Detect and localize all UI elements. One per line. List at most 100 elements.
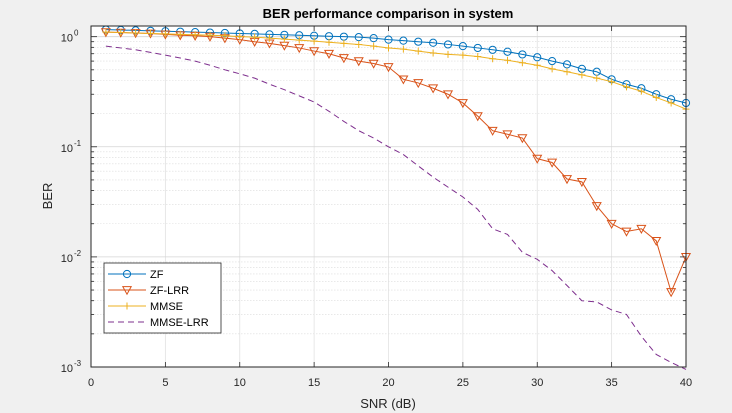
data-point-zf xyxy=(533,53,542,62)
data-point-mmse xyxy=(548,65,556,73)
series-line-mmse xyxy=(105,31,687,110)
data-point-mmse xyxy=(117,29,125,37)
data-point-mmse xyxy=(161,30,169,38)
data-point-zf-lrr xyxy=(309,47,320,57)
legend-label-zf-lrr: ZF-LRR xyxy=(150,285,189,297)
data-point-mmse xyxy=(280,35,288,43)
x-tick-label: 20 xyxy=(382,377,394,389)
data-point-mmse xyxy=(266,34,273,42)
data-point-zf-lrr xyxy=(383,63,394,73)
data-point-mmse xyxy=(608,78,616,86)
legend-entry-mmse-lrr: MMSE-LRR xyxy=(108,317,209,329)
x-tick-labels: 0 5 10 15 20 25 30 35 40 xyxy=(88,377,692,389)
data-point-mmse xyxy=(474,53,482,61)
data-point-mmse xyxy=(578,71,586,79)
y-tick-exponent: 0 xyxy=(74,29,79,38)
data-point-mmse xyxy=(355,40,363,48)
data-point-zf-lrr xyxy=(591,202,602,212)
x-axis-label: SNR (dB) xyxy=(360,396,416,411)
legend-marker-zf-lrr xyxy=(121,286,133,296)
data-point-mmse xyxy=(652,94,660,102)
series-zf-lrr xyxy=(100,28,692,298)
y-tick-base: 10 xyxy=(61,143,73,155)
legend-entries: ZF ZF-LRR MMSE MMSE-LRR xyxy=(108,269,209,329)
y-tick-exponent: -3 xyxy=(74,359,82,368)
data-point-mmse xyxy=(533,61,541,69)
y-tick-exponent: -1 xyxy=(74,139,82,148)
data-point-mmse xyxy=(504,56,511,64)
data-point-zf xyxy=(488,45,497,54)
data-point-mmse xyxy=(518,59,526,67)
data-point-zf-lrr xyxy=(457,99,468,109)
legend: ZF ZF-LRR MMSE MMSE-LRR xyxy=(103,262,222,334)
data-point-zf xyxy=(503,47,512,56)
data-point-zf-lrr xyxy=(666,288,677,298)
data-point-zf xyxy=(443,40,453,49)
data-point-zf-lrr xyxy=(487,126,498,136)
legend-label-zf: ZF xyxy=(150,269,164,281)
data-point-zf xyxy=(548,56,557,66)
data-point-mmse xyxy=(295,36,303,44)
data-point-zf-lrr xyxy=(651,236,662,247)
y-tick-label: 10 0 xyxy=(61,29,79,45)
data-point-mmse xyxy=(370,42,378,50)
data-point-zf-lrr xyxy=(636,224,647,235)
data-point-mmse xyxy=(429,49,437,57)
data-point-zf xyxy=(384,35,393,44)
data-point-mmse xyxy=(593,74,601,82)
series-line-zf xyxy=(105,29,687,104)
x-tick-label: 10 xyxy=(234,377,246,389)
data-point-mmse xyxy=(132,29,140,37)
data-point-mmse xyxy=(191,31,199,39)
legend-label-mmse-lrr: MMSE-LRR xyxy=(150,317,209,329)
data-point-zf-lrr xyxy=(428,84,439,94)
data-point-zf-lrr xyxy=(621,227,632,237)
data-point-zf xyxy=(399,36,408,45)
y-tick-base: 10 xyxy=(61,363,73,375)
series-line-mmse-lrr xyxy=(105,45,687,370)
data-point-mmse xyxy=(459,51,467,59)
data-point-zf-lrr xyxy=(472,112,483,122)
ticks-group xyxy=(90,26,687,368)
x-tick-label: 0 xyxy=(88,377,94,389)
y-tick-label: 10 -3 xyxy=(61,359,82,375)
data-point-zf xyxy=(429,38,438,47)
x-tick-label: 35 xyxy=(606,377,618,389)
data-point-mmse xyxy=(563,68,571,76)
data-point-mmse xyxy=(147,29,154,37)
chart-title: BER performance comparison in system xyxy=(263,6,514,21)
x-tick-label: 5 xyxy=(162,377,168,389)
series-mmse-lrr xyxy=(105,45,687,370)
y-tick-exponent: -2 xyxy=(74,249,82,258)
data-point-mmse xyxy=(102,28,110,36)
data-point-zf-lrr xyxy=(413,79,424,89)
data-point-zf xyxy=(562,60,572,69)
data-point-mmse xyxy=(206,31,214,39)
y-axis-label: BER xyxy=(40,183,55,210)
data-point-mmse xyxy=(414,47,422,55)
y-tick-label: 10 -2 xyxy=(61,249,82,265)
data-point-mmse xyxy=(325,38,333,46)
data-point-mmse xyxy=(399,45,407,53)
x-tick-label: 30 xyxy=(531,377,543,389)
data-point-mmse xyxy=(637,87,645,95)
x-tick-label: 40 xyxy=(680,377,692,389)
data-point-mmse xyxy=(310,37,318,45)
data-point-mmse xyxy=(667,99,675,107)
legend-label-mmse: MMSE xyxy=(150,301,183,313)
data-point-zf-lrr xyxy=(576,178,587,188)
data-point-mmse xyxy=(489,55,497,63)
data-point-zf xyxy=(354,33,363,42)
data-point-zf-lrr xyxy=(323,49,335,59)
data-point-zf-lrr xyxy=(517,134,528,144)
data-point-zf xyxy=(414,37,423,46)
data-point-zf-lrr xyxy=(606,219,617,229)
data-point-zf-lrr xyxy=(353,57,364,67)
data-point-mmse xyxy=(236,33,244,41)
data-point-zf-lrr xyxy=(368,59,379,69)
data-point-zf-lrr xyxy=(294,44,305,54)
data-point-zf-lrr xyxy=(561,175,573,185)
data-point-zf-lrr xyxy=(398,75,409,85)
